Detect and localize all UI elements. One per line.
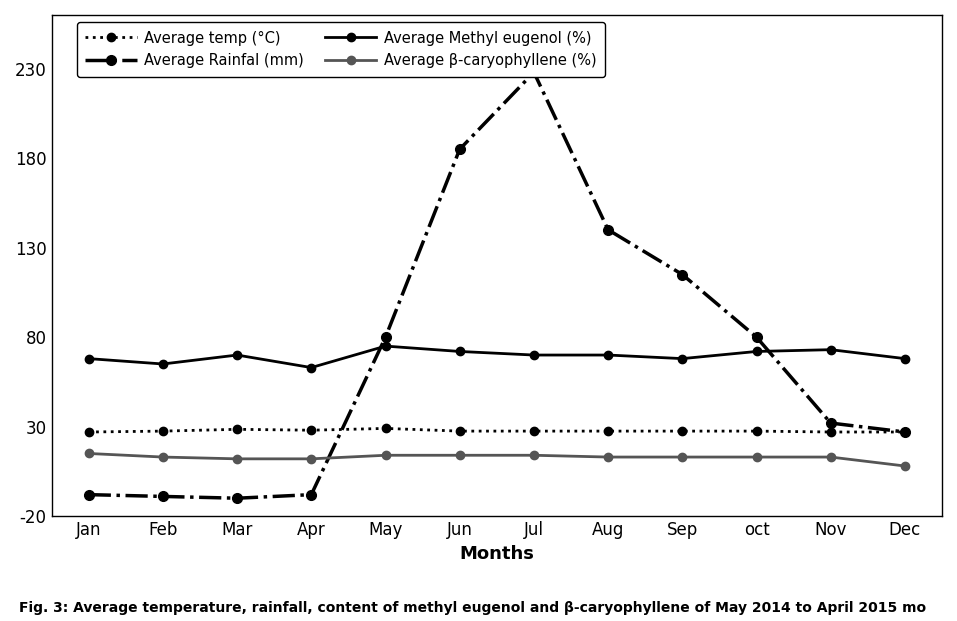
Legend: Average temp (°C), Average Rainfal (mm), Average Methyl eugenol (%), Average β-c: Average temp (°C), Average Rainfal (mm),… bbox=[77, 22, 605, 77]
X-axis label: Months: Months bbox=[459, 545, 534, 563]
Text: Fig. 3: Average temperature, rainfall, content of methyl eugenol and β-caryophyl: Fig. 3: Average temperature, rainfall, c… bbox=[19, 601, 926, 615]
